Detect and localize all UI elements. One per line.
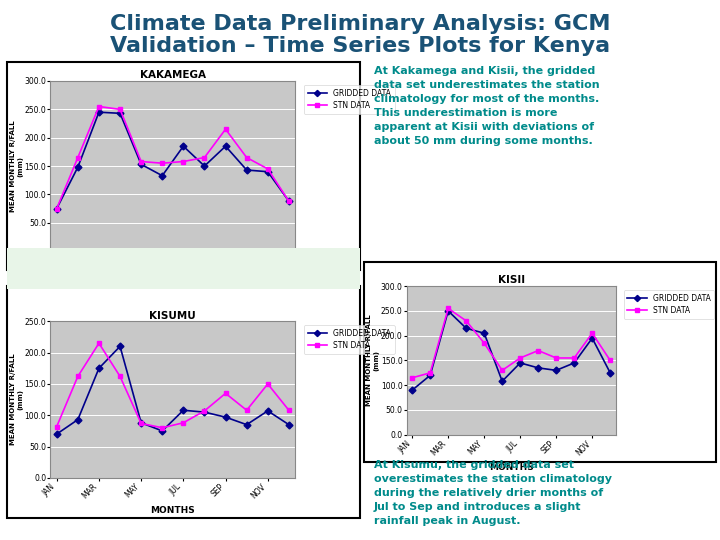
STN DATA — [53, 205, 61, 212]
Y-axis label: MEAN MONTHLY R/FALL
(mm): MEAN MONTHLY R/FALL (mm) — [366, 315, 379, 406]
GRIDDED DATA — [200, 409, 209, 415]
Y-axis label: MEAN MONTHLY R/FALL
(mm): MEAN MONTHLY R/FALL (mm) — [10, 354, 23, 445]
GRIDDED DATA — [53, 431, 61, 437]
STN DATA — [426, 369, 434, 376]
STN DATA — [284, 198, 293, 205]
Line: STN DATA: STN DATA — [54, 104, 292, 211]
GRIDDED DATA — [570, 360, 579, 366]
STN DATA — [552, 355, 560, 361]
STN DATA — [116, 373, 125, 380]
STN DATA — [73, 373, 82, 380]
STN DATA — [137, 158, 145, 165]
GRIDDED DATA — [284, 198, 293, 205]
X-axis label: MONTHS: MONTHS — [489, 463, 534, 472]
GRIDDED DATA — [606, 369, 614, 376]
STN DATA — [264, 166, 272, 172]
GRIDDED DATA — [116, 110, 125, 117]
Text: At Kisumu, the gridded data set
overestimates the station climatology
during the: At Kisumu, the gridded data set overesti… — [374, 461, 612, 526]
GRIDDED DATA — [243, 167, 251, 173]
STN DATA — [243, 407, 251, 414]
STN DATA — [462, 318, 471, 324]
GRIDDED DATA — [498, 378, 506, 384]
Title: KISII: KISII — [498, 275, 525, 286]
STN DATA — [221, 390, 230, 396]
Y-axis label: MEAN MONTHLY R/FALL
(mm): MEAN MONTHLY R/FALL (mm) — [10, 120, 23, 212]
GRIDDED DATA — [426, 372, 434, 379]
Line: GRIDDED DATA: GRIDDED DATA — [54, 344, 292, 436]
GRIDDED DATA — [534, 364, 543, 371]
Line: GRIDDED DATA: GRIDDED DATA — [410, 308, 613, 393]
Title: KAKAMEGA: KAKAMEGA — [140, 70, 206, 80]
GRIDDED DATA — [264, 168, 272, 175]
Line: STN DATA: STN DATA — [54, 341, 292, 430]
STN DATA — [221, 126, 230, 132]
STN DATA — [570, 355, 579, 361]
GRIDDED DATA — [94, 365, 103, 372]
Legend: GRIDDED DATA, STN DATA: GRIDDED DATA, STN DATA — [304, 85, 395, 113]
X-axis label: MONTHS: MONTHS — [150, 506, 195, 515]
STN DATA — [179, 420, 188, 426]
Title: KISUMU: KISUMU — [150, 310, 196, 321]
GRIDDED DATA — [158, 172, 166, 179]
GRIDDED DATA — [480, 330, 488, 336]
STN DATA — [588, 330, 596, 336]
GRIDDED DATA — [73, 416, 82, 423]
STN DATA — [480, 340, 488, 346]
STN DATA — [534, 347, 543, 354]
GRIDDED DATA — [444, 308, 452, 314]
GRIDDED DATA — [137, 420, 145, 426]
X-axis label: MONTHS: MONTHS — [150, 279, 195, 288]
GRIDDED DATA — [116, 343, 125, 349]
Line: STN DATA: STN DATA — [410, 306, 613, 380]
GRIDDED DATA — [200, 163, 209, 169]
STN DATA — [264, 381, 272, 387]
STN DATA — [158, 424, 166, 431]
STN DATA — [94, 340, 103, 347]
GRIDDED DATA — [552, 367, 560, 374]
GRIDDED DATA — [462, 325, 471, 332]
STN DATA — [606, 357, 614, 364]
GRIDDED DATA — [73, 164, 82, 171]
GRIDDED DATA — [264, 408, 272, 414]
STN DATA — [200, 408, 209, 414]
STN DATA — [498, 367, 506, 374]
GRIDDED DATA — [179, 407, 188, 414]
STN DATA — [94, 103, 103, 110]
STN DATA — [284, 407, 293, 414]
STN DATA — [516, 355, 524, 361]
GRIDDED DATA — [221, 414, 230, 420]
STN DATA — [53, 423, 61, 430]
GRIDDED DATA — [243, 421, 251, 428]
STN DATA — [444, 305, 452, 312]
Legend: GRIDDED DATA, STN DATA: GRIDDED DATA, STN DATA — [304, 325, 395, 354]
GRIDDED DATA — [179, 143, 188, 150]
GRIDDED DATA — [53, 205, 61, 212]
STN DATA — [137, 420, 145, 427]
Text: Climate Data Preliminary Analysis: GCM
Validation – Time Series Plots for Kenya: Climate Data Preliminary Analysis: GCM V… — [109, 14, 611, 56]
STN DATA — [116, 106, 125, 112]
Legend: GRIDDED DATA, STN DATA: GRIDDED DATA, STN DATA — [624, 290, 714, 319]
GRIDDED DATA — [158, 428, 166, 434]
GRIDDED DATA — [137, 161, 145, 167]
STN DATA — [73, 154, 82, 161]
STN DATA — [243, 154, 251, 161]
STN DATA — [179, 158, 188, 165]
GRIDDED DATA — [221, 143, 230, 150]
GRIDDED DATA — [408, 387, 416, 393]
GRIDDED DATA — [94, 109, 103, 116]
STN DATA — [408, 375, 416, 381]
GRIDDED DATA — [516, 360, 524, 366]
GRIDDED DATA — [284, 421, 293, 428]
Line: GRIDDED DATA: GRIDDED DATA — [54, 110, 292, 211]
GRIDDED DATA — [588, 335, 596, 341]
STN DATA — [158, 160, 166, 166]
STN DATA — [200, 154, 209, 161]
Text: At Kakamega and Kisii, the gridded
data set underestimates the station
climatolo: At Kakamega and Kisii, the gridded data … — [374, 66, 600, 146]
